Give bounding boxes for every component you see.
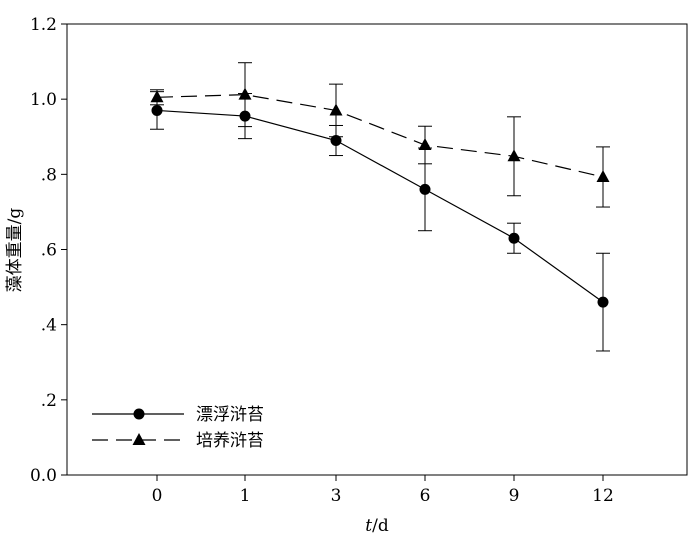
data-point-0-2 — [330, 135, 342, 147]
x-tick-label-4: 9 — [509, 486, 520, 506]
data-point-0-3 — [419, 183, 431, 195]
x-axis-label-variable: t — [365, 516, 372, 536]
x-axis-label-unit: /d — [372, 516, 389, 536]
x-axis: 0 1 3 6 9 12 — [152, 475, 614, 506]
data-point-1-3 — [418, 138, 432, 151]
series-0 — [150, 91, 610, 352]
data-point-1-4 — [507, 149, 521, 162]
x-axis-label: t/d — [365, 516, 389, 536]
legend-label-cultured: 培养浒苔 — [196, 431, 264, 451]
series-line-1 — [156, 94, 604, 178]
series-layer — [150, 62, 610, 352]
x-tick-label-3: 6 — [420, 486, 431, 506]
y-axis-label: 藻体重量/g — [5, 208, 25, 293]
data-point-1-1 — [238, 87, 252, 100]
y-tick-label-5: 1.0 — [30, 90, 57, 110]
legend-marker-floating — [133, 408, 145, 420]
legend-marker-cultured — [132, 433, 146, 445]
data-point-0-0 — [151, 104, 163, 116]
x-tick-label-2: 3 — [331, 486, 342, 506]
y-tick-label-4: .8 — [41, 165, 57, 185]
legend-label-floating: 漂浮浒苔 — [196, 405, 264, 425]
series-line-0 — [156, 109, 604, 303]
data-point-1-2 — [329, 103, 343, 116]
data-point-1-5 — [596, 169, 610, 182]
data-point-0-4 — [508, 232, 520, 244]
legend: 漂浮浒苔 培养浒苔 — [92, 405, 264, 451]
y-axis: 0.0 .2 .4 .6 .8 1.0 1.2 — [30, 15, 67, 486]
data-point-1-0 — [150, 90, 164, 103]
x-tick-label-5: 12 — [592, 486, 614, 506]
x-tick-label-0: 0 — [152, 486, 163, 506]
y-tick-label-0: 0.0 — [30, 466, 57, 486]
y-tick-label-6: 1.2 — [30, 15, 57, 35]
y-tick-label-2: .4 — [41, 316, 57, 336]
y-tick-label-3: .6 — [41, 241, 57, 261]
x-tick-label-1: 1 — [240, 486, 251, 506]
y-tick-label-1: .2 — [41, 391, 57, 411]
data-point-0-5 — [597, 296, 609, 308]
series-1 — [150, 62, 610, 208]
